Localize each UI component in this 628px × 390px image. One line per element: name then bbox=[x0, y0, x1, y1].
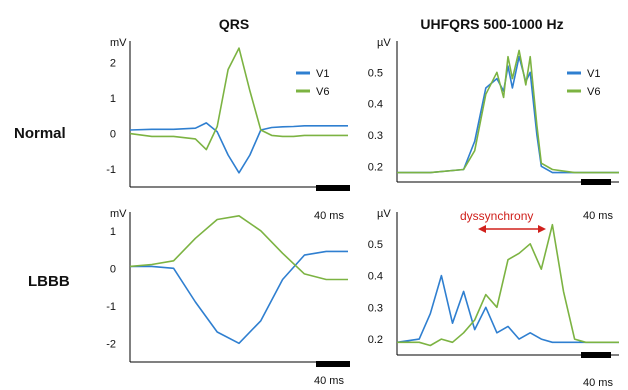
panel-3-y-tick-label-2: 0.3 bbox=[368, 302, 383, 314]
panel-2-y-tick-label-2: -1 bbox=[106, 301, 116, 313]
panel-3-y-tick-label-0: 0.5 bbox=[368, 239, 383, 251]
col-title-qrs: QRS bbox=[219, 16, 249, 32]
panel-1-y-tick-label-2: 0.3 bbox=[368, 130, 383, 142]
panel-0-y-unit-label: mV bbox=[110, 37, 127, 49]
panel-2-y-unit-label: mV bbox=[110, 208, 127, 220]
panel-2-y-tick-label-1: 0 bbox=[110, 263, 116, 275]
panel-1-series-v6-line bbox=[397, 49, 619, 174]
panel-3-y-tick-label-3: 0.2 bbox=[368, 334, 383, 346]
panel-3-series-v6-line bbox=[397, 223, 619, 347]
panel-3-annotation-arrow-head-right bbox=[538, 225, 546, 233]
panel-1-scale-bar-label: 40 ms bbox=[583, 210, 613, 222]
panel-1-y-unit-label: µV bbox=[377, 37, 391, 49]
panel-2-series-v6-line bbox=[129, 215, 348, 281]
panel-2-y-tick-label-0: 1 bbox=[110, 226, 116, 238]
panel-3-series-v1-line bbox=[396, 274, 619, 344]
panel-3-scale-bar-label: 40 ms bbox=[583, 377, 613, 389]
panel-0-legend-label-v6: V6 bbox=[316, 86, 329, 98]
panel-3-y-unit-label: µV bbox=[377, 208, 391, 220]
panel-normal-qrs: mV 2 1 0 -1 V1 V6 40 ms bbox=[106, 37, 350, 222]
panel-1-y-tick-label-3: 0.2 bbox=[368, 161, 383, 173]
panel-2-series-v1-line bbox=[130, 250, 348, 345]
panel-0-series-v1-line bbox=[129, 122, 348, 174]
panel-0-scale-bar-label: 40 ms bbox=[314, 210, 344, 222]
row-label-normal: Normal bbox=[14, 125, 66, 142]
panel-2-scale-bar-label: 40 ms bbox=[314, 375, 344, 387]
panel-1-legend-label-v1: V1 bbox=[587, 68, 600, 80]
panel-0-y-tick-label-0: 2 bbox=[110, 57, 116, 69]
panel-0-y-tick-label-2: 0 bbox=[110, 129, 116, 141]
panel-2-y-tick-label-3: -2 bbox=[106, 338, 116, 350]
row-label-lbbb: LBBB bbox=[28, 273, 70, 290]
panel-3-y-tick-label-1: 0.4 bbox=[368, 271, 383, 283]
panel-1-y-tick-label-0: 0.5 bbox=[368, 67, 383, 79]
panel-0-y-tick-label-1: 1 bbox=[110, 93, 116, 105]
panel-1-series-v1-line bbox=[397, 55, 619, 174]
panel-lbbb-uhfqrs: µV 0.5 0.4 0.3 0.2 40 ms dyssynchrony bbox=[368, 208, 619, 389]
panel-3-annotation-arrow-head-left bbox=[478, 225, 486, 233]
panel-1-legend-label-v6: V6 bbox=[587, 86, 600, 98]
panel-0-series-v6-line bbox=[129, 47, 348, 151]
panel-lbbb-qrs: mV 1 0 -1 -2 40 ms bbox=[106, 208, 350, 387]
panel-3-annotation-label: dyssynchrony bbox=[460, 209, 533, 223]
panel-0-legend-label-v1: V1 bbox=[316, 68, 329, 80]
panel-0-y-tick-label-3: -1 bbox=[106, 164, 116, 176]
col-title-uhfqrs: UHFQRS 500-1000 Hz bbox=[420, 16, 563, 32]
panel-normal-uhfqrs: µV 0.5 0.4 0.3 0.2 V1 V6 40 ms bbox=[368, 37, 619, 222]
panel-1-y-tick-label-1: 0.4 bbox=[368, 99, 383, 111]
